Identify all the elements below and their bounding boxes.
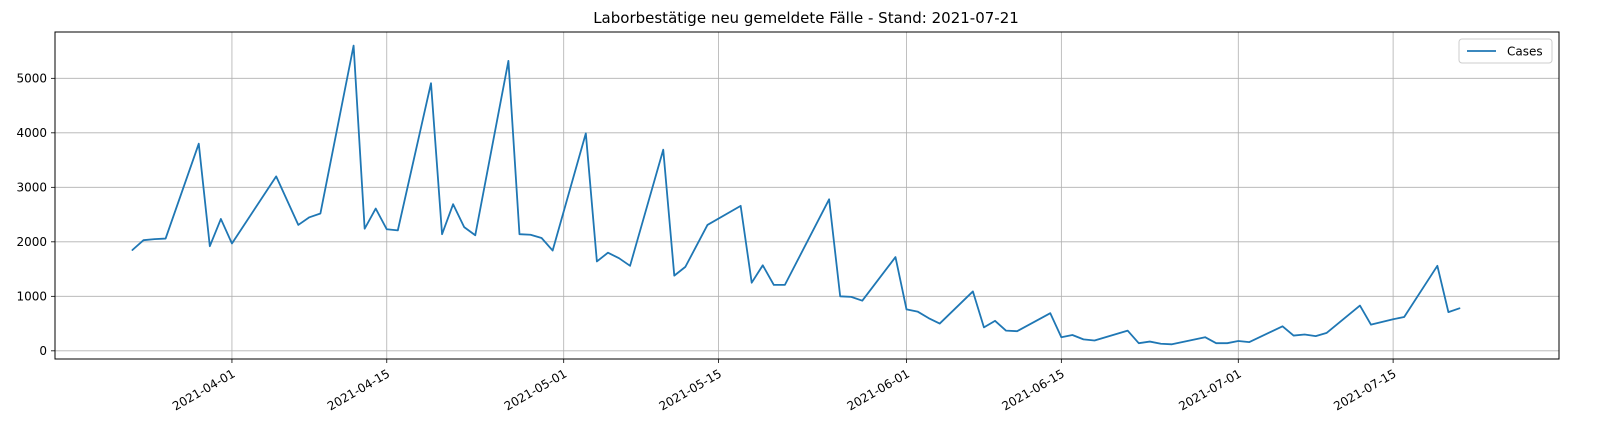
legend: Cases: [1458, 38, 1553, 64]
y-tick-label: 4000: [16, 126, 47, 140]
series-layer: [131, 44, 1461, 346]
y-tick-label: 3000: [16, 180, 47, 194]
legend-box: [1458, 38, 1553, 64]
x-tick-label: 2021-05-01: [502, 366, 569, 413]
y-tick-label: 0: [39, 344, 47, 358]
y-tick-label: 2000: [16, 235, 47, 249]
x-tick-label: 2021-06-15: [999, 366, 1066, 413]
x-tick-label: 2021-05-15: [657, 366, 724, 413]
x-tick-label: 2021-07-15: [1331, 366, 1398, 413]
plot-frame: [54, 31, 1560, 360]
y-tick-label: 5000: [16, 71, 47, 85]
y-axis: 0 1000 2000 3000 4000 5000: [16, 71, 55, 358]
x-tick-label: 2021-07-01: [1176, 366, 1243, 413]
grid-lines: [55, 32, 1559, 359]
chart-title: Laborbestätige neu gemeldete Fälle - Sta…: [593, 9, 1019, 27]
y-tick-label: 1000: [16, 289, 47, 303]
x-tick-label: 2021-04-01: [170, 366, 237, 413]
legend-label-cases: Cases: [1507, 45, 1543, 59]
x-tick-label: 2021-06-01: [845, 366, 912, 413]
series-line-cases: [131, 44, 1461, 346]
x-axis: 2021-04-01 2021-04-15 2021-05-01 2021-05-15…: [170, 359, 1399, 413]
x-tick-label: 2021-04-15: [325, 366, 392, 413]
